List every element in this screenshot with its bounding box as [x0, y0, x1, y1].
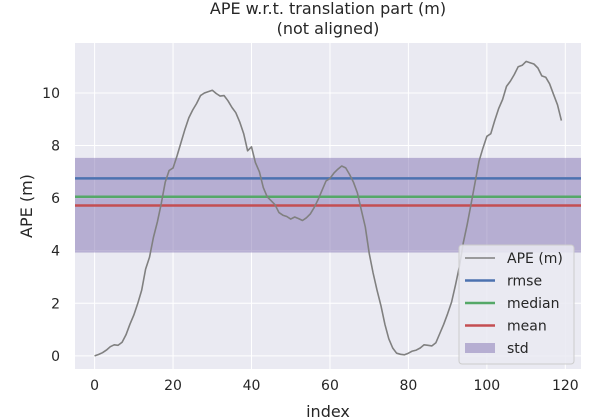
series-lines	[75, 60, 581, 357]
legend-swatch-std	[465, 343, 495, 353]
x-tick-label: 60	[321, 378, 339, 394]
y-tick-label: 8	[51, 139, 60, 155]
y-tick-label: 10	[42, 86, 60, 102]
legend-label: std	[507, 341, 529, 357]
x-tick-labels: 0 20 40 60 80 100 120	[90, 378, 579, 394]
legend-box	[458, 244, 575, 365]
y-tick-label: 6	[51, 191, 60, 207]
x-tick-label: 20	[164, 378, 182, 394]
legend-label: APE (m)	[507, 251, 563, 267]
chart-title: APE w.r.t. translation part (m)	[210, 0, 446, 18]
legend-label: rmse	[507, 274, 542, 290]
y-tick-labels: 0 2 4 6 8 10	[42, 86, 60, 365]
x-tick-label: 100	[473, 378, 500, 394]
y-tick-label: 0	[51, 349, 60, 365]
x-axis-label: index	[306, 402, 350, 420]
x-tick-label: 0	[90, 378, 99, 394]
x-tick-label: 120	[552, 378, 579, 394]
x-tick-label: 40	[243, 378, 261, 394]
legend: APE (m) rmse median mean std	[458, 244, 575, 365]
x-tick-label: 80	[399, 378, 417, 394]
ape-series-line	[94, 60, 563, 357]
legend-label: mean	[507, 319, 547, 335]
y-tick-label: 4	[51, 244, 60, 260]
y-tick-label: 2	[51, 296, 60, 312]
y-axis-label: APE (m)	[17, 174, 36, 238]
legend-label: median	[507, 296, 559, 312]
chart-subtitle: (not aligned)	[277, 19, 380, 38]
